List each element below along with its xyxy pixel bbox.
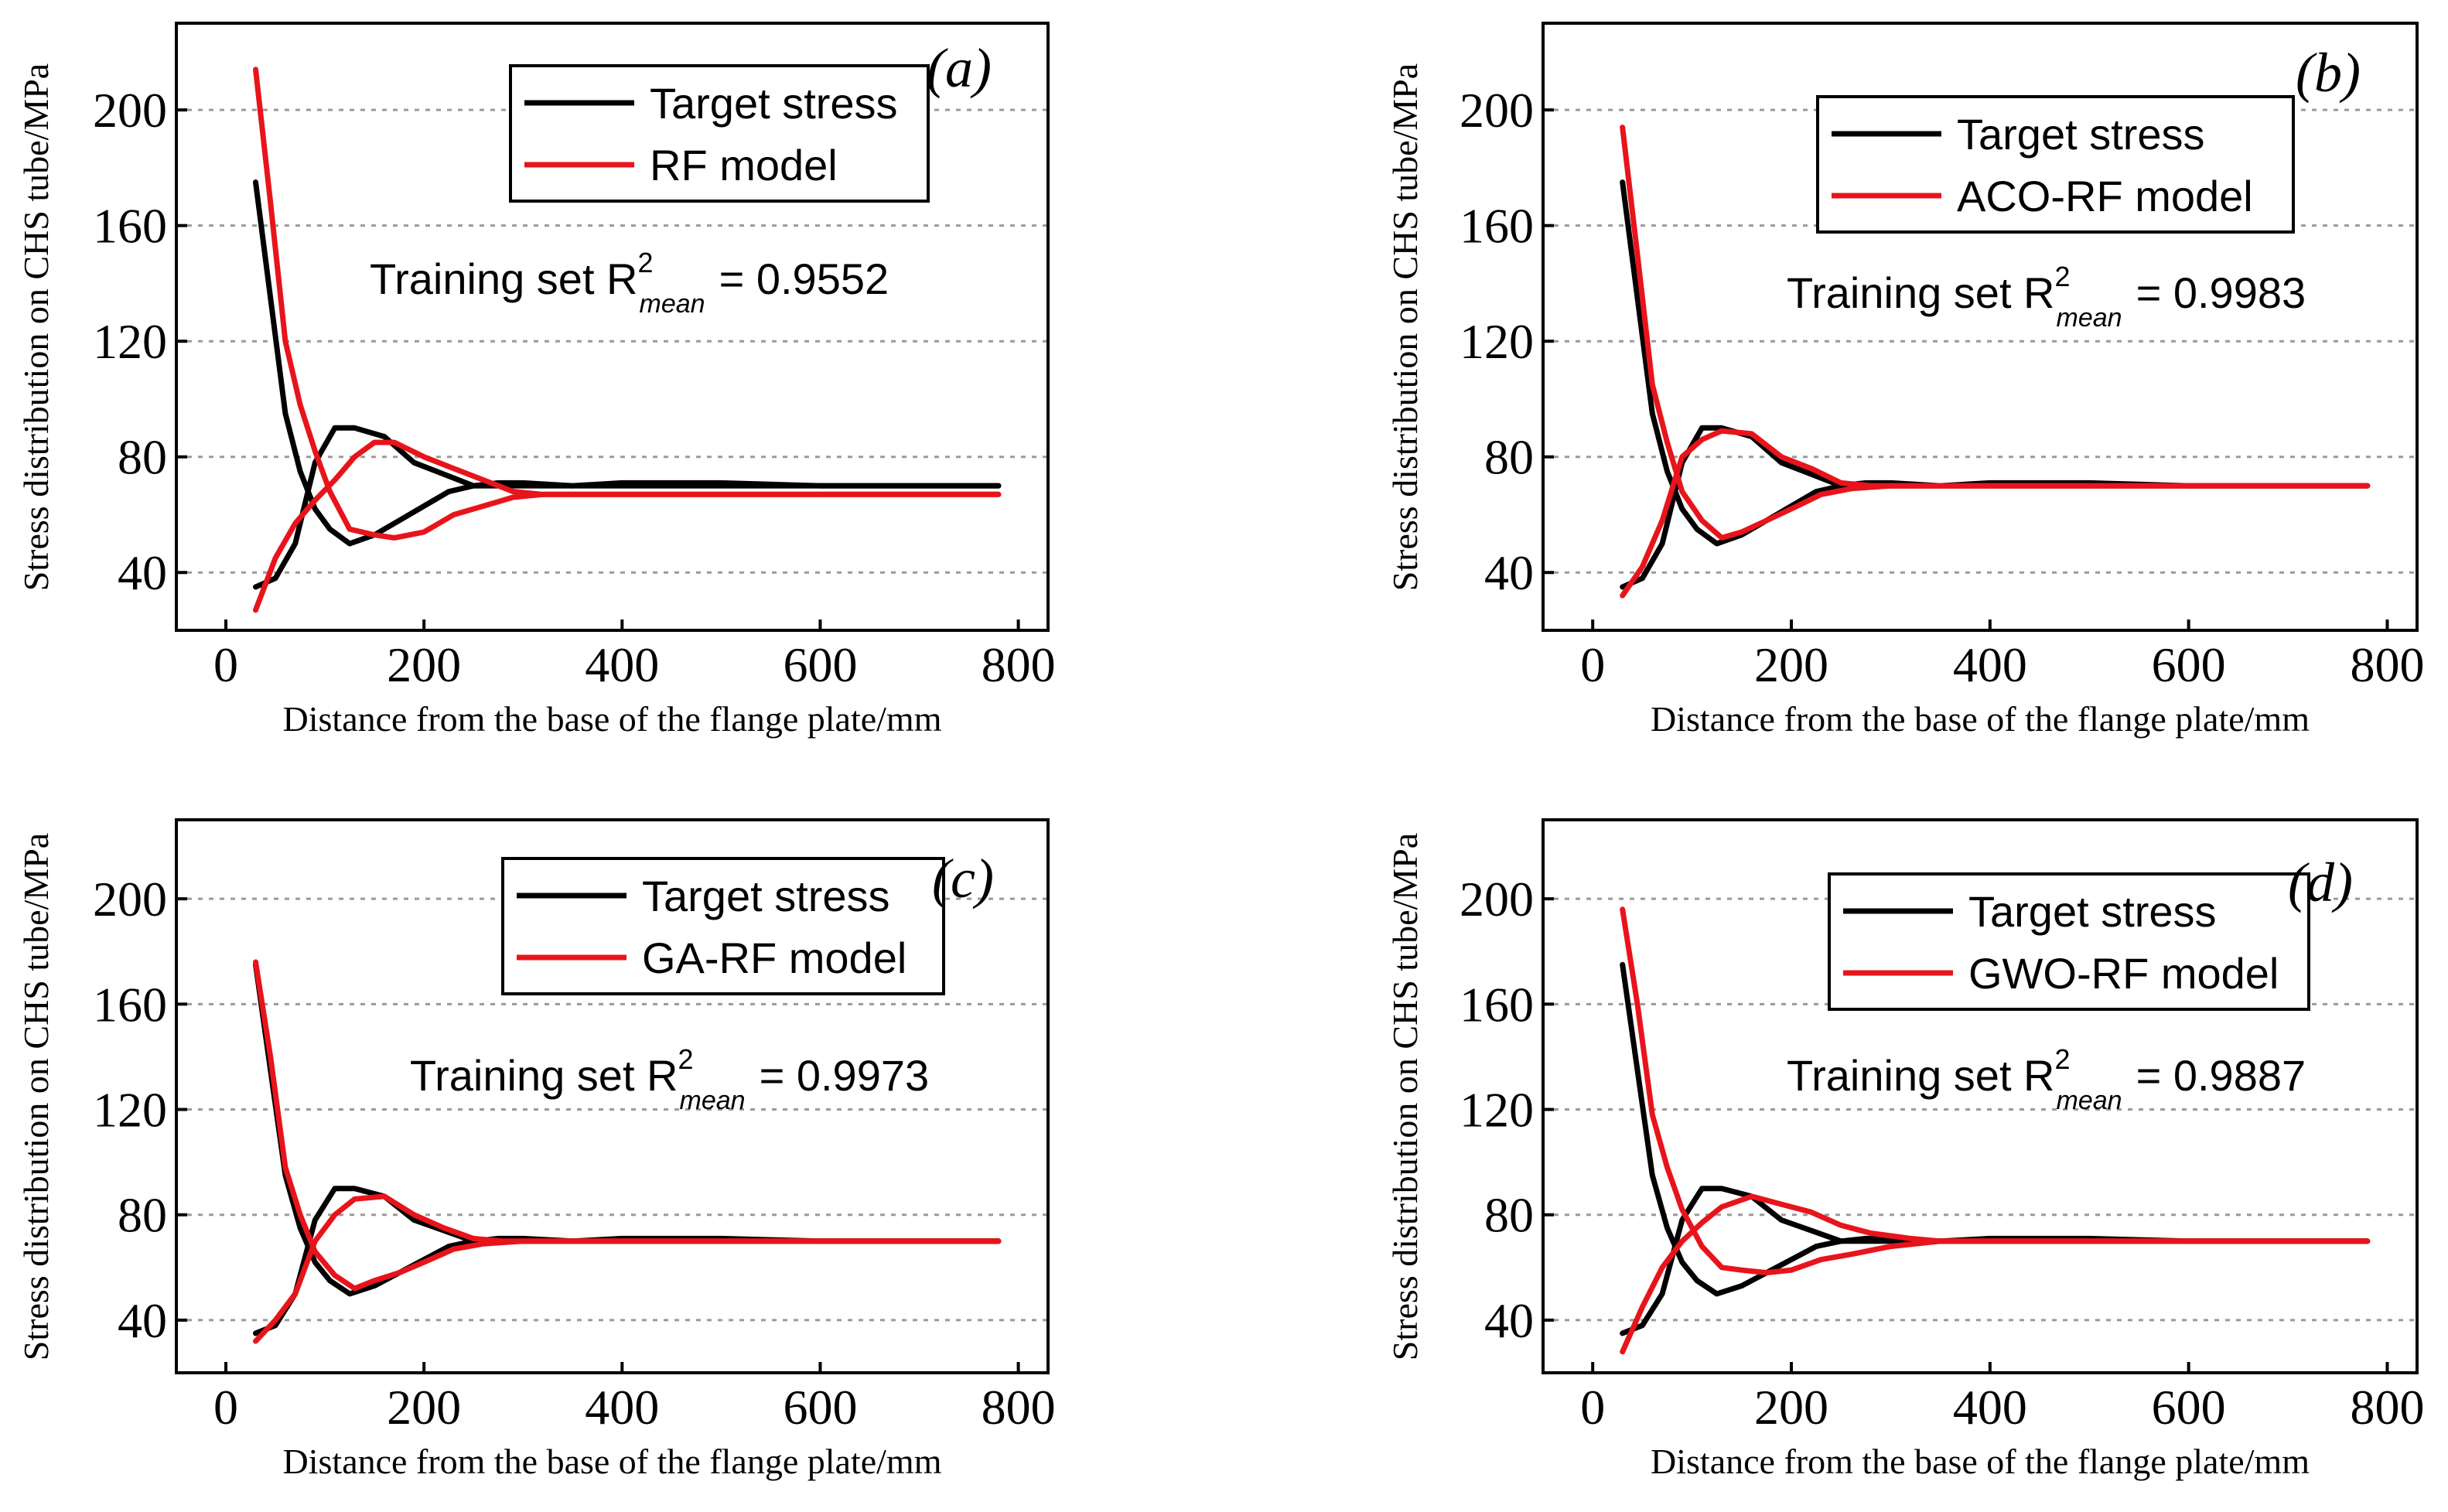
x-axis-title: Distance from the base of the flange pla… xyxy=(283,1442,942,1481)
y-tick-label: 160 xyxy=(93,977,167,1032)
y-tick-label: 120 xyxy=(93,1083,167,1138)
y-tick-label: 160 xyxy=(93,199,167,254)
panel-label: (d) xyxy=(2288,852,2353,913)
y-tick-label: 40 xyxy=(118,545,167,600)
x-tick-label: 400 xyxy=(1953,637,2027,692)
legend-label: Target stress xyxy=(1968,887,2217,936)
x-axis-title: Distance from the base of the flange pla… xyxy=(1651,1442,2310,1481)
x-tick-label: 600 xyxy=(783,637,857,692)
x-tick-label: 400 xyxy=(585,1380,659,1435)
x-tick-label: 0 xyxy=(1580,637,1605,692)
chart-panel-a: 40 80 120 160 200 0 200 400 600 800 Distance from … xyxy=(16,22,1056,739)
x-tick-label: 200 xyxy=(1754,637,1828,692)
y-axis-title: Stress distribution on CHS tube/MPa xyxy=(1385,63,1425,591)
series-line-target xyxy=(253,1186,1002,1336)
x-axis-title: Distance from the base of the flange pla… xyxy=(1651,699,2310,739)
y-tick-label: 200 xyxy=(93,83,167,138)
panel-label: (a) xyxy=(927,37,992,99)
plot-frame xyxy=(1542,22,2419,632)
x-tick-label: 800 xyxy=(982,637,1056,692)
chart-panel-b: 40 80 120 160 200 0 200 400 600 800 Distance from … xyxy=(1385,22,2424,739)
y-tick-label: 80 xyxy=(1484,1188,1534,1243)
legend-label: Target stress xyxy=(650,79,898,128)
plot-frame xyxy=(175,22,1050,632)
y-tick-label: 120 xyxy=(93,314,167,369)
series-line-model xyxy=(253,1193,1002,1344)
series-line-model xyxy=(253,439,1002,613)
chart-panel-c: 40 80 120 160 200 0 200 400 600 800 Distance from … xyxy=(16,818,1056,1481)
series-line-model xyxy=(1620,1193,2371,1355)
legend-box xyxy=(501,857,945,995)
series-line-target xyxy=(253,179,1002,547)
x-tick-label: 600 xyxy=(2152,637,2226,692)
panel-label: (b) xyxy=(2296,42,2361,104)
x-tick-label: 800 xyxy=(2350,1380,2424,1435)
x-tick-label: 400 xyxy=(1953,1380,2027,1435)
series-line-target xyxy=(1620,961,2371,1297)
y-tick-label: 120 xyxy=(1460,1083,1534,1138)
y-tick-label: 80 xyxy=(1484,430,1534,485)
x-tick-label: 400 xyxy=(585,637,659,692)
y-tick-label: 40 xyxy=(118,1293,167,1348)
legend-label: GA-RF model xyxy=(642,933,906,982)
series-line-target xyxy=(1620,1186,2371,1336)
x-tick-label: 0 xyxy=(1580,1380,1605,1435)
x-tick-label: 0 xyxy=(213,1380,238,1435)
legend-box xyxy=(1828,872,2310,1011)
chart-panel-d: 40 80 120 160 200 0 200 400 600 800 Distance from … xyxy=(1385,818,2424,1481)
y-tick-label: 120 xyxy=(1460,314,1534,369)
r2-annotation: Training set R2 mean= 0.9552 xyxy=(370,247,889,319)
legend: Target stress GWO-RF model xyxy=(1828,872,2310,1011)
x-tick-label: 600 xyxy=(783,1380,857,1435)
y-axis-title: Stress distribution on CHS tube/MPa xyxy=(16,833,56,1360)
x-tick-label: 800 xyxy=(2350,637,2424,692)
y-tick-label: 200 xyxy=(1460,83,1534,138)
panel-label: (c) xyxy=(932,848,994,910)
x-tick-label: 200 xyxy=(387,637,461,692)
series-line-model xyxy=(1620,428,2371,599)
x-axis-title: Distance from the base of the flange pla… xyxy=(283,699,942,739)
y-tick-label: 200 xyxy=(1460,872,1534,927)
series-line-target xyxy=(1620,425,2371,590)
legend-label: GWO-RF model xyxy=(1968,949,2279,998)
legend-label: ACO-RF model xyxy=(1957,172,2253,220)
r2-annotation: Training set R2 mean= 0.9887 xyxy=(1787,1043,2306,1115)
y-tick-label: 40 xyxy=(1484,1293,1534,1348)
series-line-target xyxy=(253,425,1002,590)
y-tick-label: 160 xyxy=(1460,199,1534,254)
x-tick-label: 200 xyxy=(387,1380,461,1435)
r2-annotation: Training set R2 mean= 0.9983 xyxy=(1787,261,2306,333)
y-axis-title: Stress distribution on CHS tube/MPa xyxy=(1385,833,1425,1360)
legend: Target stress ACO-RF model xyxy=(1816,95,2295,234)
legend: Target stress RF model xyxy=(509,64,930,203)
legend-box xyxy=(1816,95,2295,234)
y-axis-title: Stress distribution on CHS tube/MPa xyxy=(16,63,56,591)
legend-label: Target stress xyxy=(1957,110,2205,159)
y-tick-label: 200 xyxy=(93,872,167,927)
r2-annotation: Training set R2 mean= 0.9973 xyxy=(410,1043,929,1115)
series-line-target xyxy=(1620,179,2371,547)
series-line-target xyxy=(253,961,1002,1297)
y-tick-label: 80 xyxy=(118,1188,167,1243)
y-tick-label: 160 xyxy=(1460,977,1534,1032)
x-tick-label: 600 xyxy=(2152,1380,2226,1435)
x-tick-label: 0 xyxy=(213,637,238,692)
y-tick-label: 80 xyxy=(118,430,167,485)
legend-label: RF model xyxy=(650,141,838,189)
y-tick-label: 40 xyxy=(1484,545,1534,600)
x-tick-label: 200 xyxy=(1754,1380,1828,1435)
plot-frame xyxy=(1542,818,2419,1374)
legend-label: Target stress xyxy=(642,872,890,920)
x-tick-label: 800 xyxy=(982,1380,1056,1435)
plot-frame xyxy=(175,818,1050,1374)
legend: Target stress GA-RF model xyxy=(501,857,945,995)
legend-box xyxy=(509,64,930,203)
